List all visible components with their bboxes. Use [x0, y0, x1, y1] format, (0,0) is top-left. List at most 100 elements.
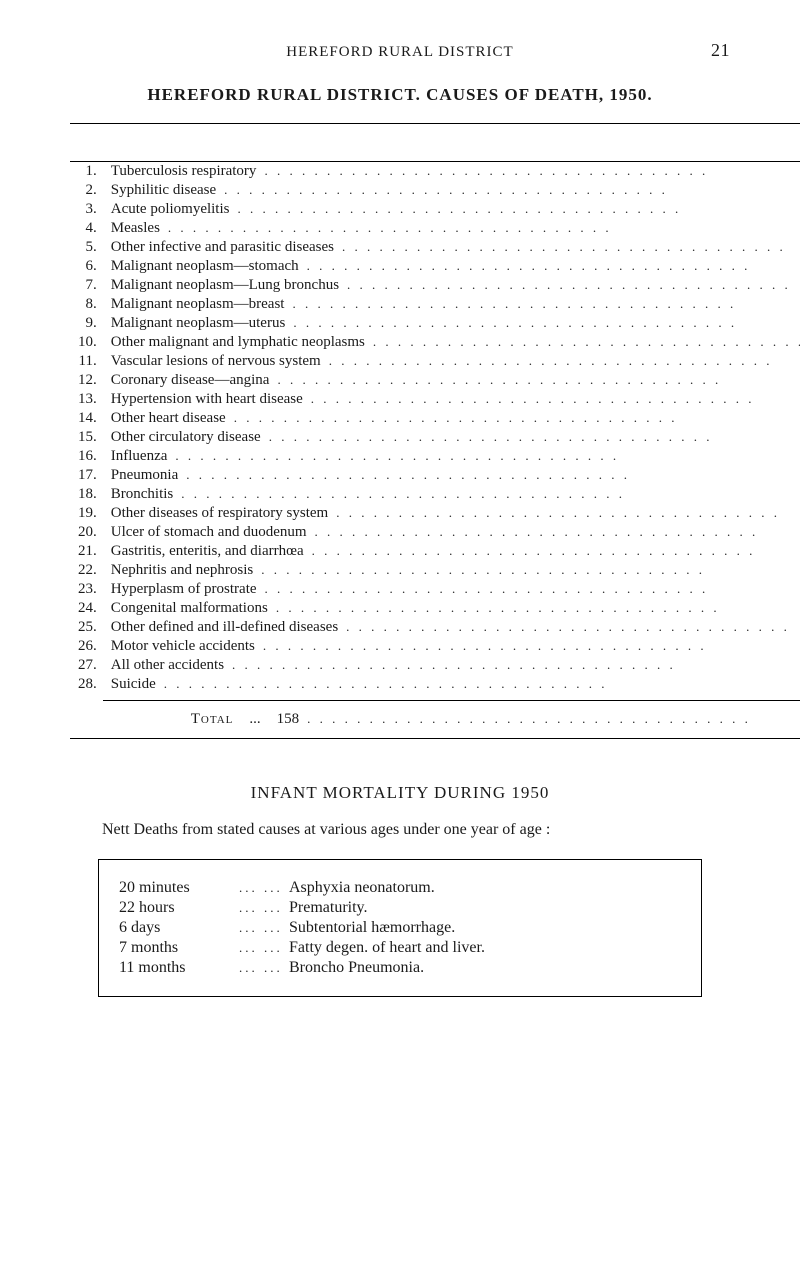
leader-dots: ... ...: [239, 938, 289, 958]
row-label-text: Other defined and ill-defined diseases: [111, 619, 338, 636]
row-number: 25.: [70, 618, 103, 637]
row-number: 19.: [70, 504, 103, 523]
infant-time: 20 minutes: [119, 878, 239, 898]
infant-row: 11 months... ...Broncho Pneumonia.: [119, 958, 681, 978]
infant-mortality-box: 20 minutes... ...Asphyxia neonatorum.22 …: [98, 859, 702, 997]
leader-dots: . . . . . . . . . . . . . . . . . . . . …: [292, 296, 800, 312]
table-row: 6.Malignant neoplasm—stomach. . . . . . …: [70, 257, 800, 276]
row-label-text: Influenza: [111, 448, 168, 465]
row-number: 23.: [70, 580, 103, 599]
leader-dots: . . . . . . . . . . . . . . . . . . . . …: [168, 220, 800, 236]
causes-of-death-table: M. F. 1.Tuberculosis respiratory. . . . …: [70, 123, 800, 739]
row-label: Measles . . . . . . . . . . . . . . . . .…: [103, 219, 800, 238]
leader-dots: . . . . . . . . . . . . . . . . . . . . …: [277, 372, 800, 388]
row-label: Tuberculosis respiratory. . . . . . . . …: [103, 162, 800, 182]
row-number: 26.: [70, 637, 103, 656]
infant-row: 6 days... ...Subtentorial hæmorrhage.: [119, 918, 681, 938]
page-number: 21: [698, 40, 730, 61]
leader-dots: . . . . . . . . . . . . . . . . . . . . …: [373, 334, 800, 350]
row-label-text: Acute poliomyelitis: [111, 201, 230, 218]
infant-row: 7 months... ...Fatty degen. of heart and…: [119, 938, 681, 958]
row-number: 24.: [70, 599, 103, 618]
row-number: 11.: [70, 352, 103, 371]
infant-time: 7 months: [119, 938, 239, 958]
table-row: 25. Other defined and ill-defined disease…: [70, 618, 800, 637]
row-number: 2.: [70, 181, 103, 200]
row-label-text: Measles: [111, 220, 160, 237]
header-blank: [70, 124, 800, 162]
row-number: 21.: [70, 542, 103, 561]
leader-dots: . . . . . . . . . . . . . . . . . . . . …: [269, 429, 800, 445]
leader-dots: . . . . . . . . . . . . . . . . . . . . …: [307, 711, 800, 727]
leader-dots: . . . . . . . . . . . . . . . . . . . . …: [181, 486, 800, 502]
row-label-text: Suicide: [111, 676, 156, 693]
row-number: 22.: [70, 561, 103, 580]
row-label: Other infective and parasitic diseases . …: [103, 238, 800, 257]
infant-section-title: INFANT MORTALITY DURING 1950: [70, 783, 730, 803]
row-number: 15.: [70, 428, 103, 447]
infant-mortality-table: 20 minutes... ...Asphyxia neonatorum.22 …: [119, 878, 681, 978]
table-row: 21.Gastritis, enteritis, and diarrhœa. .…: [70, 542, 800, 561]
table-row: 3.Acute poliomyelitis. . . . . . . . . .…: [70, 200, 800, 219]
leader-dots: . . . . . . . . . . . . . . . . . . . . …: [329, 353, 800, 369]
leader-dots: . . . . . . . . . . . . . . . . . . . . …: [175, 448, 800, 464]
table-row: 5.Other infective and parasitic diseases…: [70, 238, 800, 257]
leader-dots: . . . . . . . . . . . . . . . . . . . . …: [347, 277, 800, 293]
leader-dots: . . . . . . . . . . . . . . . . . . . . …: [336, 505, 800, 521]
table-row: 17.Pneumonia. . . . . . . . . . . . . . …: [70, 466, 800, 485]
row-label-text: Other circulatory disease: [111, 429, 261, 446]
running-title: HEREFORD RURAL DISTRICT: [102, 44, 698, 61]
table-row: 26.Motor vehicle accidents. . . . . . . …: [70, 637, 800, 656]
row-label: Congenital malformations . . . . . . . . …: [103, 599, 800, 618]
leader-dots: . . . . . . . . . . . . . . . . . . . . …: [276, 600, 800, 616]
leader-dots: . . . . . . . . . . . . . . . . . . . . …: [346, 619, 800, 635]
row-label-text: Other diseases of respiratory system: [111, 505, 328, 522]
running-header: HEREFORD RURAL DISTRICT 21: [70, 40, 730, 61]
table-header-row: M. F.: [70, 124, 800, 162]
infant-section-intro: Nett Deaths from stated causes at variou…: [70, 819, 730, 841]
row-number: 9.: [70, 314, 103, 333]
row-label: Malignant neoplasm—breast. . . . . . . .…: [103, 295, 800, 314]
row-label: Vascular lesions of nervous system . . . …: [103, 352, 800, 371]
table-row: 10.Other malignant and lymphatic neoplas…: [70, 333, 800, 352]
leader-dots: . . . . . . . . . . . . . . . . . . . . …: [312, 543, 800, 559]
infant-time: 6 days: [119, 918, 239, 938]
row-number: 13.: [70, 390, 103, 409]
table-row: 13.Hypertension with heart disease. . . …: [70, 390, 800, 409]
table-row: 1.Tuberculosis respiratory. . . . . . . …: [70, 162, 800, 182]
row-label: Motor vehicle accidents. . . . . . . . .…: [103, 637, 800, 656]
row-number: 16.: [70, 447, 103, 466]
row-label-text: Vascular lesions of nervous system: [111, 353, 321, 370]
leader-dots: ... ...: [239, 918, 289, 938]
table-row: 24. Congenital malformations . . . . . . .…: [70, 599, 800, 618]
document-title: HEREFORD RURAL DISTRICT. CAUSES OF DEATH…: [70, 85, 730, 105]
row-label: Pneumonia. . . . . . . . . . . . . . . .…: [103, 466, 800, 485]
total-label-cell: Total...158. . . . . . . . . . . . . . .…: [103, 701, 800, 739]
row-label-text: Malignant neoplasm—uterus: [111, 315, 286, 332]
row-number: 6.: [70, 257, 103, 276]
row-label-text: Nephritis and nephrosis: [111, 562, 253, 579]
table-row: 8.Malignant neoplasm—breast. . . . . . .…: [70, 295, 800, 314]
row-label-text: Syphilitic disease: [111, 182, 216, 199]
row-number: 5.: [70, 238, 103, 257]
infant-time: 22 hours: [119, 898, 239, 918]
leader-dots: . . . . . . . . . . . . . . . . . . . . …: [342, 239, 800, 255]
row-number: 10.: [70, 333, 103, 352]
leader-dots: . . . . . . . . . . . . . . . . . . . . …: [234, 410, 800, 426]
row-label-text: Hyperplasm of prostrate: [111, 581, 257, 598]
row-number: 4.: [70, 219, 103, 238]
infant-cause: Prematurity.: [289, 898, 681, 918]
table-row: 22.Nephritis and nephrosis. . . . . . . …: [70, 561, 800, 580]
row-label: Nephritis and nephrosis. . . . . . . . .…: [103, 561, 800, 580]
table-row: 27.All other accidents. . . . . . . . . …: [70, 656, 800, 675]
infant-row: 22 hours... ...Prematurity.: [119, 898, 681, 918]
row-label-text: Other infective and parasitic diseases: [111, 239, 334, 256]
infant-time: 11 months: [119, 958, 239, 978]
row-label-text: Congenital malformations: [111, 600, 268, 617]
row-label: Influenza . . . . . . . . . . . . . . . .…: [103, 447, 800, 466]
row-number: 18.: [70, 485, 103, 504]
table-row: 23.Hyperplasm of prostrate. . . . . . . …: [70, 580, 800, 599]
table-row: 19. Other diseases of respiratory system.…: [70, 504, 800, 523]
leader-dots: . . . . . . . . . . . . . . . . . . . . …: [186, 467, 800, 483]
row-label: Hyperplasm of prostrate. . . . . . . . .…: [103, 580, 800, 599]
